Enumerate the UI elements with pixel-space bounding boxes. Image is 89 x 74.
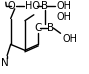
Text: B: B bbox=[47, 23, 54, 33]
Text: C: C bbox=[35, 23, 42, 33]
Text: B: B bbox=[41, 1, 48, 11]
Text: OH: OH bbox=[57, 12, 72, 22]
Text: O: O bbox=[8, 1, 15, 11]
Text: N: N bbox=[1, 58, 8, 68]
Text: OH: OH bbox=[62, 34, 77, 44]
Text: HO: HO bbox=[25, 1, 40, 11]
Text: OH: OH bbox=[57, 1, 72, 11]
